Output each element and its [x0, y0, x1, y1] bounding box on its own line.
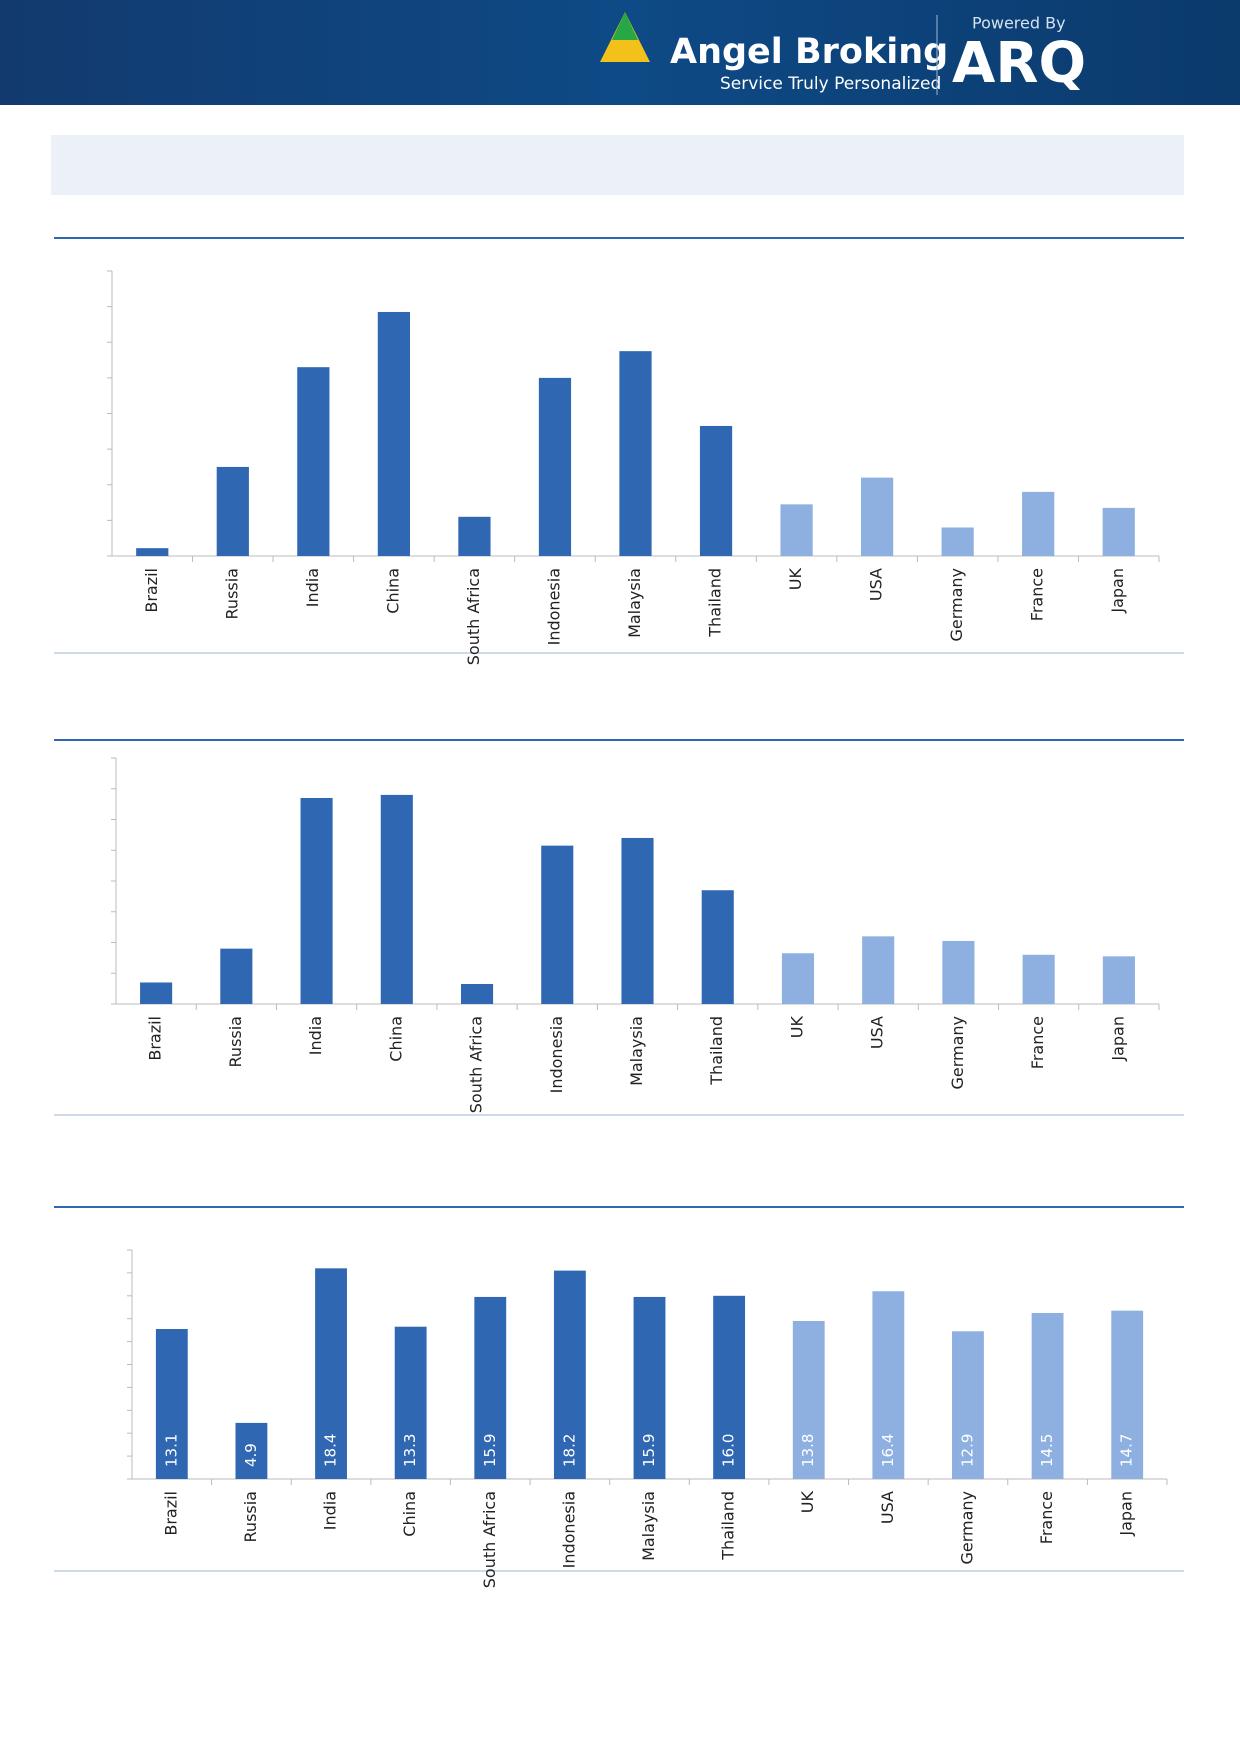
x-tick-label: Malaysia [627, 1016, 646, 1086]
x-tick-label: Japan [1108, 568, 1127, 614]
x-tick-label: Thailand [719, 1491, 738, 1561]
x-tick-label: USA [878, 1491, 897, 1524]
bar [474, 1296, 507, 1479]
value-label: 16.0 [720, 1434, 738, 1467]
bar [699, 425, 733, 556]
x-tick-label: Germany [947, 568, 966, 642]
x-tick-label: Indonesia [547, 1016, 566, 1093]
x-tick-label: India [303, 568, 322, 607]
x-tick-label: Russia [226, 1016, 245, 1067]
x-tick-label: India [321, 1491, 340, 1530]
x-tick-label: USA [867, 568, 886, 601]
bar [394, 1326, 427, 1479]
bar [941, 527, 974, 556]
value-label: 4.9 [242, 1443, 260, 1467]
bar [633, 1296, 666, 1479]
x-tick-label: China [386, 1016, 405, 1062]
value-label: 13.3 [401, 1434, 419, 1467]
x-tick-label: UK [786, 567, 805, 590]
x-tick-label: South Africa [467, 1016, 486, 1113]
x-tick-label: China [383, 568, 402, 614]
value-label: 13.1 [162, 1434, 180, 1467]
value-label: 16.4 [879, 1434, 897, 1467]
value-label: 18.4 [322, 1434, 340, 1467]
x-tick-label: UK [787, 1015, 806, 1038]
x-tick-label: Japan [1117, 1491, 1136, 1537]
bar [458, 516, 491, 556]
value-label: 15.9 [640, 1434, 658, 1467]
bar [136, 548, 169, 556]
bar [1102, 507, 1135, 556]
x-tick-label: Japan [1108, 1016, 1127, 1062]
x-tick-label: Malaysia [639, 1491, 658, 1561]
bar [541, 845, 574, 1004]
bar [781, 953, 815, 1004]
bar [216, 466, 249, 556]
x-tick-label: Brazil [146, 1016, 165, 1061]
x-tick-label: Thailand [707, 1016, 726, 1086]
bar [942, 940, 975, 1004]
bar [1022, 491, 1055, 556]
bar [553, 1270, 586, 1479]
bar [315, 1268, 347, 1479]
bar [538, 377, 572, 556]
bar [1022, 954, 1055, 1004]
bar [460, 984, 494, 1004]
bar [619, 351, 652, 556]
x-tick-label: USA [868, 1016, 887, 1049]
x-tick-label: Russia [222, 568, 241, 619]
bar [1031, 1312, 1064, 1479]
bar [140, 982, 173, 1004]
product: ARQ [952, 31, 1086, 96]
bar [220, 948, 253, 1004]
x-tick-label: Brazil [161, 1491, 180, 1536]
powered-by: Powered By [972, 14, 1066, 33]
bar [297, 367, 330, 556]
x-tick-label: China [400, 1491, 419, 1537]
x-tick-label: France [1037, 1491, 1056, 1544]
value-label: 18.2 [560, 1434, 578, 1467]
bar [713, 1295, 746, 1479]
bar [155, 1329, 188, 1479]
x-tick-label: Indonesia [544, 568, 563, 645]
x-tick-label: South Africa [464, 568, 483, 665]
bar [1102, 956, 1135, 1004]
x-tick-label: India [306, 1016, 325, 1055]
value-label: 14.7 [1118, 1434, 1136, 1467]
tagline: Service Truly Personalized [720, 74, 941, 94]
bar [872, 1291, 905, 1479]
value-label: 12.9 [958, 1434, 976, 1467]
brand: Angel Broking [670, 32, 948, 72]
bar [701, 890, 734, 1004]
x-tick-label: France [1028, 1016, 1047, 1069]
bar [1111, 1310, 1144, 1479]
bar [300, 797, 333, 1004]
x-tick-label: Indonesia [559, 1491, 578, 1568]
x-tick-label: Brazil [142, 568, 161, 613]
x-tick-label: UK [798, 1490, 817, 1513]
bar [621, 837, 654, 1004]
x-tick-label: France [1028, 568, 1047, 621]
x-tick-label: Germany [957, 1491, 976, 1565]
bar [235, 1422, 268, 1479]
value-label: 14.5 [1038, 1434, 1056, 1467]
x-tick-label: South Africa [480, 1491, 499, 1588]
bar [380, 794, 413, 1004]
bar [792, 1320, 825, 1479]
bar [780, 504, 813, 556]
logo-icon-top [612, 12, 638, 40]
bar [861, 477, 894, 556]
x-tick-label: Russia [241, 1491, 260, 1542]
value-label: 15.9 [481, 1434, 499, 1467]
bar [862, 936, 895, 1004]
x-tick-label: Thailand [706, 568, 725, 638]
x-tick-label: Malaysia [625, 568, 644, 638]
bar [377, 311, 410, 556]
x-tick-label: Germany [948, 1016, 967, 1090]
value-label: 13.8 [799, 1434, 817, 1467]
title-box [51, 135, 1184, 195]
bar [952, 1331, 984, 1479]
